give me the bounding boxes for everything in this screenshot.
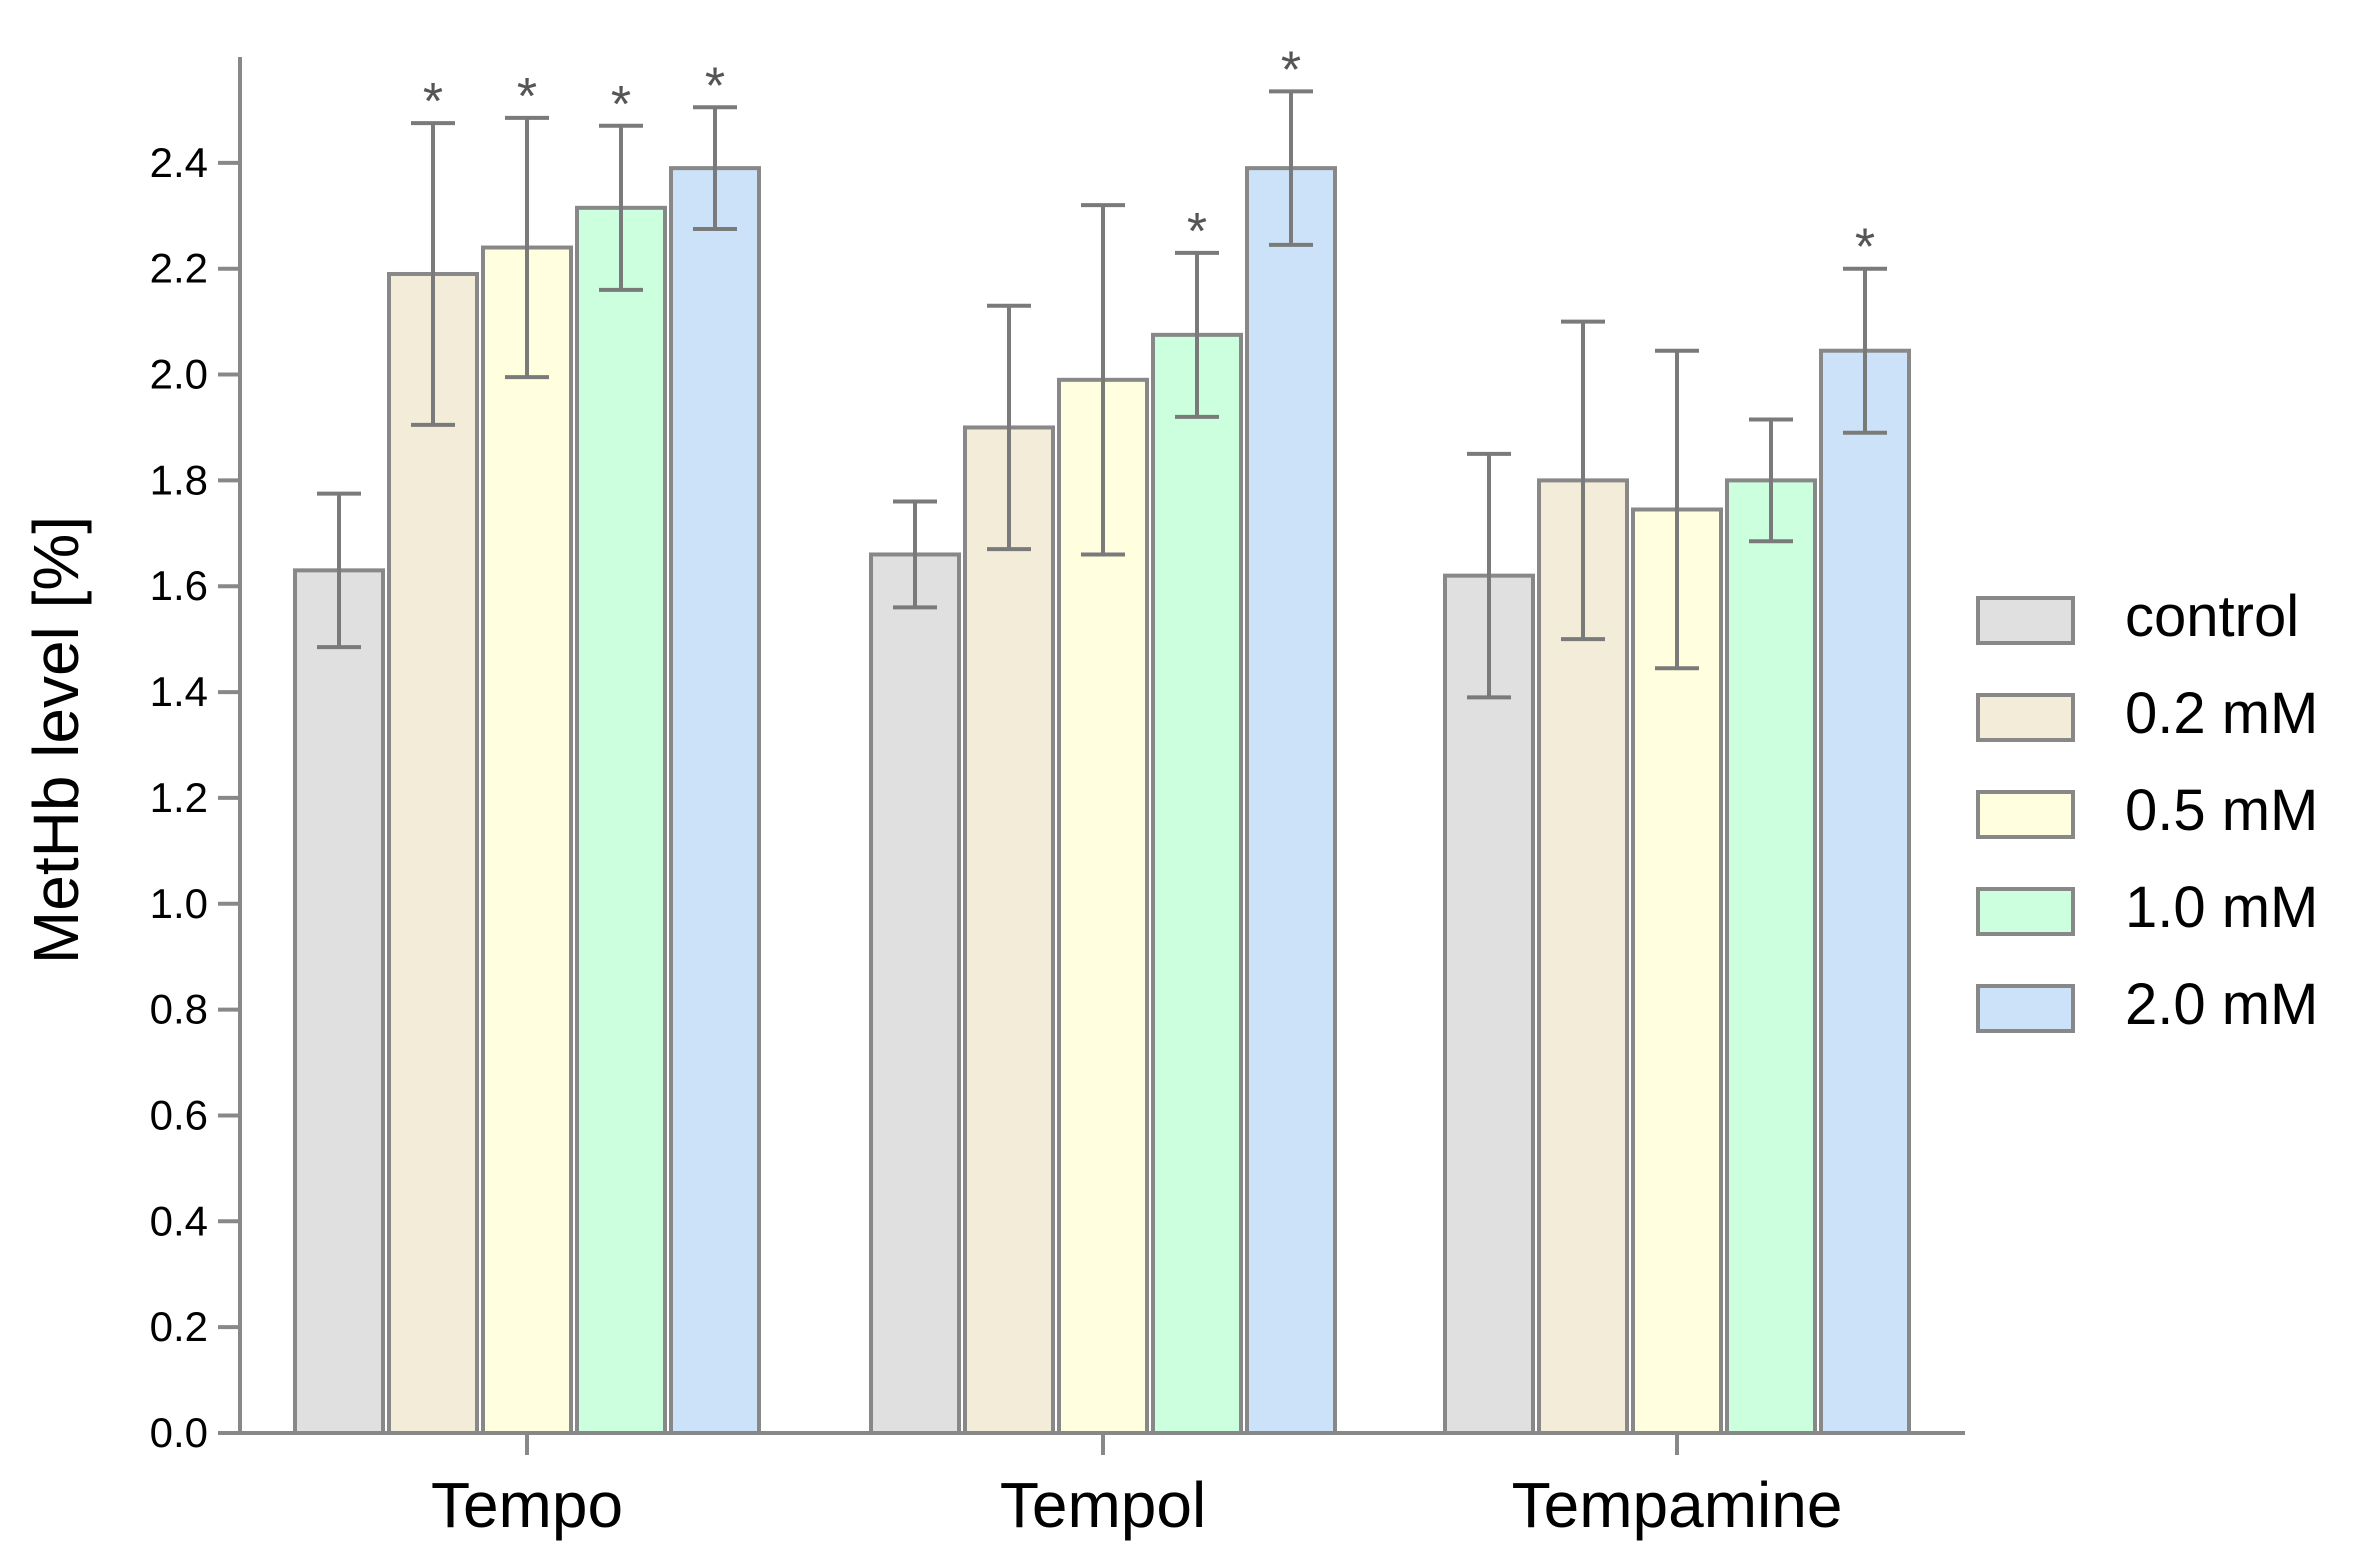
y-tick-label: 1.6 (150, 562, 208, 609)
bars-layer: * * * * * * * (293, 41, 1911, 1436)
y-tick-label: 0.6 (150, 1091, 208, 1138)
significance-marker: * (1281, 41, 1301, 99)
legend: control 0.2 mM 0.5 mM 1.0 mM 2.0 mM (1976, 584, 2318, 1037)
y-axis-label: MetHb level [%] (20, 516, 92, 964)
legend-swatch (1976, 887, 2075, 936)
significance-marker: * (1855, 219, 1875, 277)
bar (963, 425, 1055, 1435)
y-tick-label: 1.2 (150, 774, 208, 821)
y-tick-label: 2.4 (150, 139, 208, 186)
significance-marker: * (517, 68, 537, 126)
bar (1245, 166, 1337, 1436)
legend-label: 0.2 mM (2125, 681, 2318, 746)
y-tick-label: 1.8 (150, 456, 208, 503)
bar (1819, 348, 1911, 1436)
legend-label: 1.0 mM (2125, 875, 2318, 940)
bar (575, 205, 667, 1435)
y-tick-label: 0.2 (150, 1303, 208, 1350)
legend-swatch (1976, 693, 2075, 742)
x-category-label: Tempo (431, 1469, 623, 1541)
legend-label: control (2125, 584, 2299, 649)
legend-label: 2.0 mM (2125, 972, 2318, 1037)
bar (669, 166, 761, 1436)
y-tick-label: 0.8 (150, 986, 208, 1033)
legend-label: 0.5 mM (2125, 778, 2318, 843)
significance-marker: * (423, 73, 443, 131)
bar (387, 271, 479, 1435)
bar (869, 552, 961, 1435)
y-tick-label: 0.0 (150, 1409, 208, 1456)
bar (1725, 478, 1817, 1435)
y-tick-label: 2.0 (150, 351, 208, 398)
legend-swatch (1976, 596, 2075, 645)
y-tick-label: 0.4 (150, 1197, 208, 1244)
y-tick-label: 2.2 (150, 245, 208, 292)
bar (293, 568, 385, 1435)
bar (481, 245, 573, 1435)
significance-marker: * (705, 57, 725, 115)
y-tick-label: 1.4 (150, 668, 208, 715)
axes-layer: 0.0 0.2 0.4 0.6 0.8 1.0 1.2 1.4 1.6 1.8 2.0 2.2 2.4 T… (150, 57, 1965, 1541)
significance-marker: * (611, 76, 631, 134)
significance-marker: * (1187, 203, 1207, 261)
x-category-label: Tempol (1000, 1469, 1206, 1541)
y-tick-label: 1.0 (150, 880, 208, 927)
legend-swatch (1976, 790, 2075, 839)
x-category-label: Tempamine (1512, 1469, 1843, 1541)
bar (1151, 332, 1243, 1435)
bar (1443, 573, 1535, 1435)
legend-swatch (1976, 984, 2075, 1033)
